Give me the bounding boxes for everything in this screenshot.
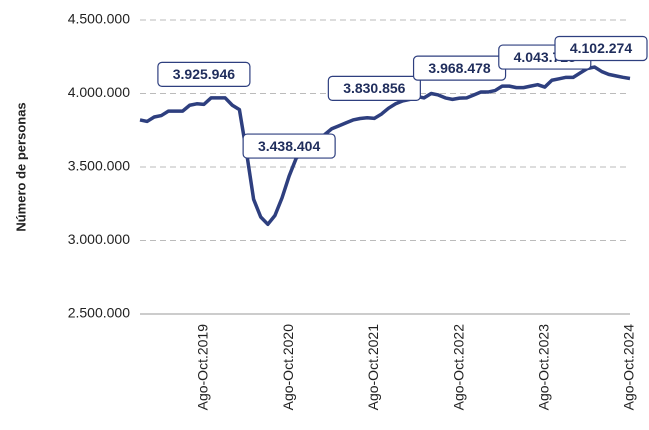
value-label: 3.925.946: [173, 66, 235, 82]
y-tick-label: 2.500.000: [68, 305, 130, 321]
y-tick-label: 4.000.000: [68, 84, 130, 100]
value-label: 3.438.404: [258, 138, 320, 154]
x-tick-label: Ago-Oct.2021: [365, 324, 381, 411]
value-label-box: [554, 35, 648, 62]
value-label: 3.968.478: [428, 60, 490, 76]
y-tick-label: 4.500.000: [68, 11, 130, 27]
x-tick-label: Ago-Oct.2023: [535, 324, 551, 411]
value-label-box: [327, 75, 421, 101]
y-tick-label: 3.000.000: [68, 231, 130, 247]
x-tick-label: Ago-Oct.2022: [450, 324, 466, 411]
data-line: [139, 65, 631, 227]
y-tick-label: 3.500.000: [68, 158, 130, 174]
value-label-box: [242, 133, 336, 159]
x-tick-label: Ago-Oct.2024: [621, 324, 637, 411]
x-tick-label: Ago-Oct.2020: [280, 324, 296, 411]
y-axis-title: Número de personas: [13, 102, 28, 231]
value-label-box: [157, 61, 251, 87]
x-tick-label: Ago-Oct.2019: [195, 324, 211, 411]
value-label: 3.830.856: [343, 80, 405, 96]
value-label: 4.102.274: [570, 40, 632, 56]
